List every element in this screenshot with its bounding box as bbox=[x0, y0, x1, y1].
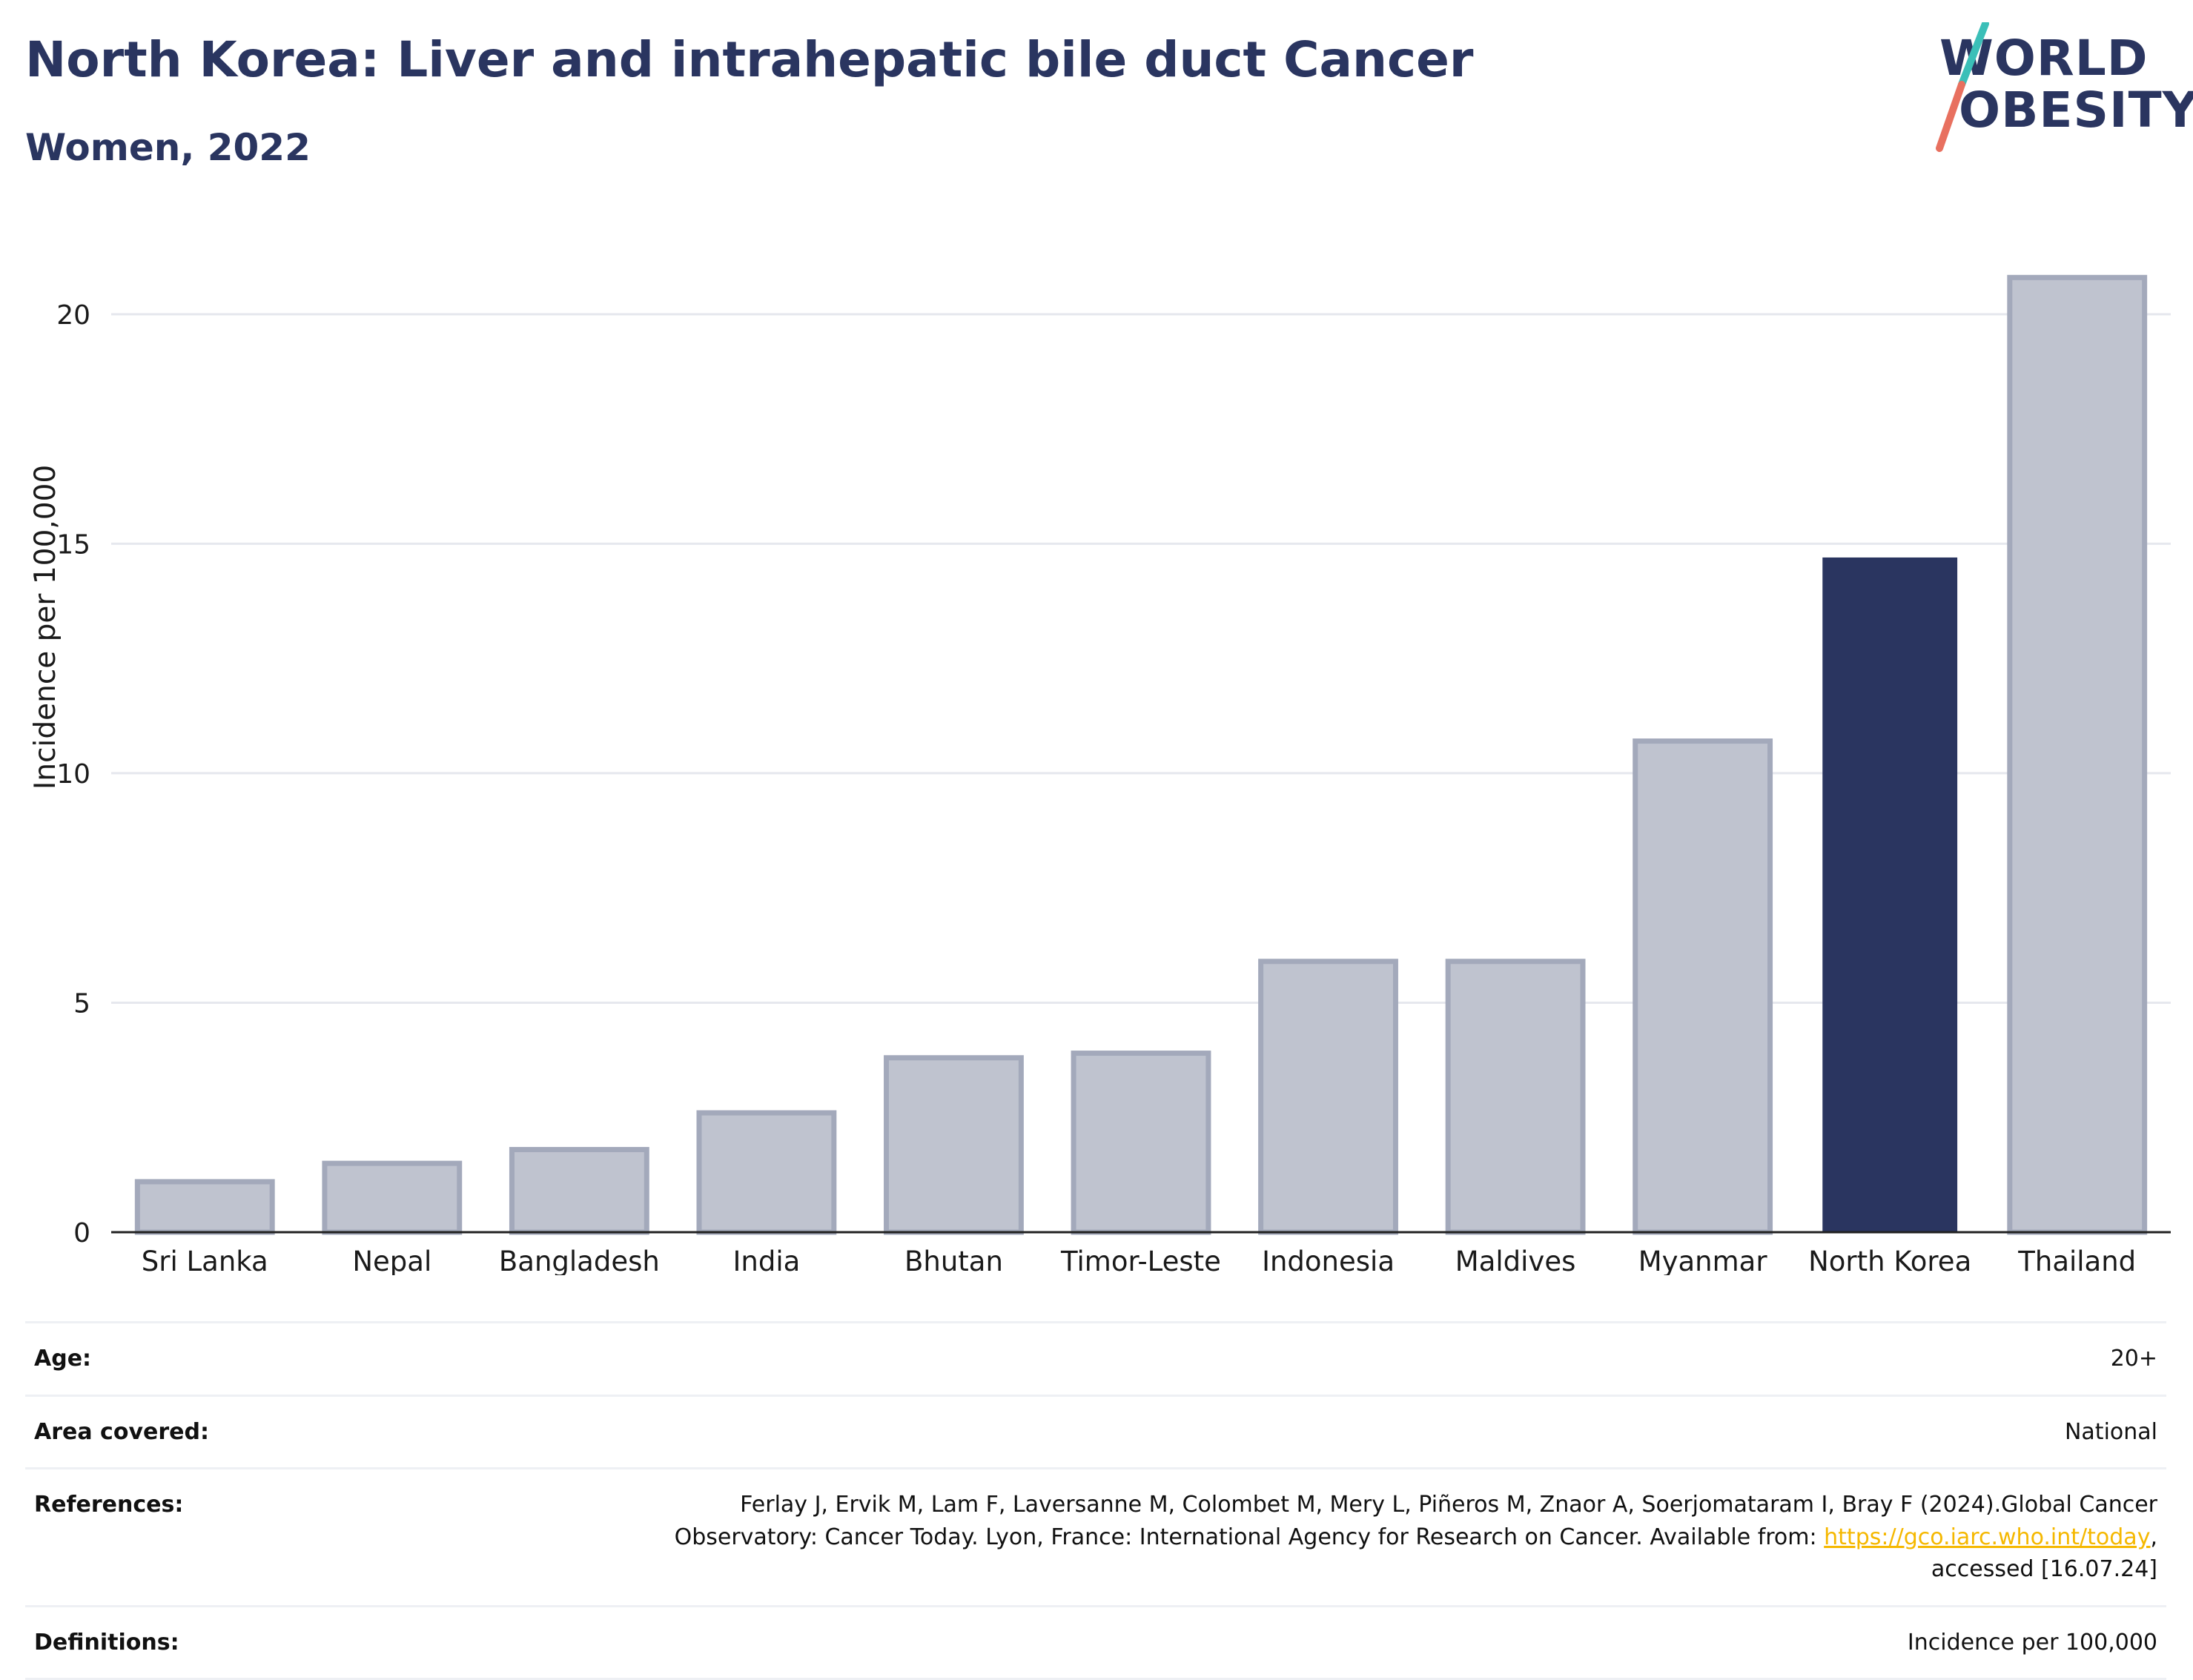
references-line-2-post: , bbox=[2150, 1524, 2157, 1550]
area-value: National bbox=[280, 1394, 2166, 1469]
bar-sri-lanka bbox=[134, 1179, 275, 1235]
info-row-area: Area covered: National bbox=[25, 1394, 2166, 1469]
x-tick-label: Timor-Leste bbox=[1060, 1246, 1221, 1275]
x-tick-label: North Korea bbox=[1808, 1246, 1971, 1275]
world-obesity-logo: WORLD OBESITY bbox=[1928, 22, 2193, 156]
info-table: Age: 20+ Area covered: National Referenc… bbox=[25, 1321, 2166, 1680]
x-tick-label: Myanmar bbox=[1638, 1246, 1768, 1275]
x-tick-label: Indonesia bbox=[1262, 1246, 1395, 1275]
references-line-3: accessed [16.07.24] bbox=[1931, 1556, 2157, 1582]
x-tick-label: Nepal bbox=[352, 1246, 431, 1275]
x-tick-label: Maldives bbox=[1455, 1246, 1576, 1275]
bar-thailand bbox=[2007, 274, 2148, 1235]
references-label: References: bbox=[25, 1467, 280, 1607]
age-value: 20+ bbox=[280, 1321, 2166, 1397]
y-tick-label: 0 bbox=[73, 1218, 90, 1249]
y-axis-title: Incidence per 100,000 bbox=[29, 465, 62, 790]
chart-subtitle: Women, 2022 bbox=[25, 126, 311, 169]
references-link[interactable]: https://gco.iarc.who.int/today bbox=[1824, 1524, 2151, 1550]
bar-nepal bbox=[322, 1160, 463, 1235]
chart-title: North Korea: Liver and intrahepatic bile… bbox=[25, 31, 1474, 88]
logo-slash-icon bbox=[1936, 22, 1989, 152]
x-tick-label: Sri Lanka bbox=[142, 1246, 268, 1275]
y-tick-label: 15 bbox=[56, 529, 90, 560]
info-row-age: Age: 20+ bbox=[25, 1321, 2166, 1397]
age-label: Age: bbox=[25, 1321, 280, 1397]
bar-bhutan bbox=[884, 1055, 1024, 1235]
references-value: Ferlay J, Ervik M, Lam F, Laversanne M, … bbox=[280, 1467, 2166, 1607]
y-tick-label: 5 bbox=[73, 988, 90, 1019]
info-row-definitions: Definitions: Incidence per 100,000 bbox=[25, 1604, 2166, 1680]
definitions-value: Incidence per 100,000 bbox=[280, 1604, 2166, 1680]
tick-labels: 0 5 10 15 20 Sri Lanka Nepal Bangladesh India Bhu… bbox=[29, 300, 2136, 1275]
logo-obesity-line: OBESITY bbox=[1959, 82, 2193, 139]
bar-chart: 0 5 10 15 20 Sri Lanka Nepal Bangladesh India Bhu… bbox=[29, 274, 2171, 1275]
references-line-1: Ferlay J, Ervik M, Lam F, Laversanne M, … bbox=[740, 1492, 2157, 1518]
bar-timor-leste bbox=[1071, 1051, 1211, 1235]
bar-indonesia bbox=[1258, 959, 1398, 1235]
references-line-2-pre: Observatory: Cancer Today. Lyon, France:… bbox=[674, 1524, 1825, 1550]
bars bbox=[134, 274, 2148, 1235]
y-tick-label: 10 bbox=[56, 759, 90, 790]
x-tick-label: Bangladesh bbox=[499, 1246, 660, 1275]
bar-north-korea bbox=[1822, 557, 1958, 1232]
x-tick-label: Thailand bbox=[2017, 1246, 2136, 1275]
bar-bangladesh bbox=[509, 1147, 649, 1235]
y-tick-label: 20 bbox=[56, 300, 90, 331]
x-tick-label: Bhutan bbox=[904, 1246, 1003, 1275]
info-row-references: References: Ferlay J, Ervik M, Lam F, La… bbox=[25, 1467, 2166, 1607]
bar-myanmar bbox=[1633, 738, 1773, 1235]
bar-india bbox=[696, 1110, 837, 1235]
bar-maldives bbox=[1445, 959, 1586, 1235]
definitions-label: Definitions: bbox=[25, 1604, 280, 1680]
area-label: Area covered: bbox=[25, 1394, 280, 1469]
x-tick-label: India bbox=[733, 1246, 801, 1275]
